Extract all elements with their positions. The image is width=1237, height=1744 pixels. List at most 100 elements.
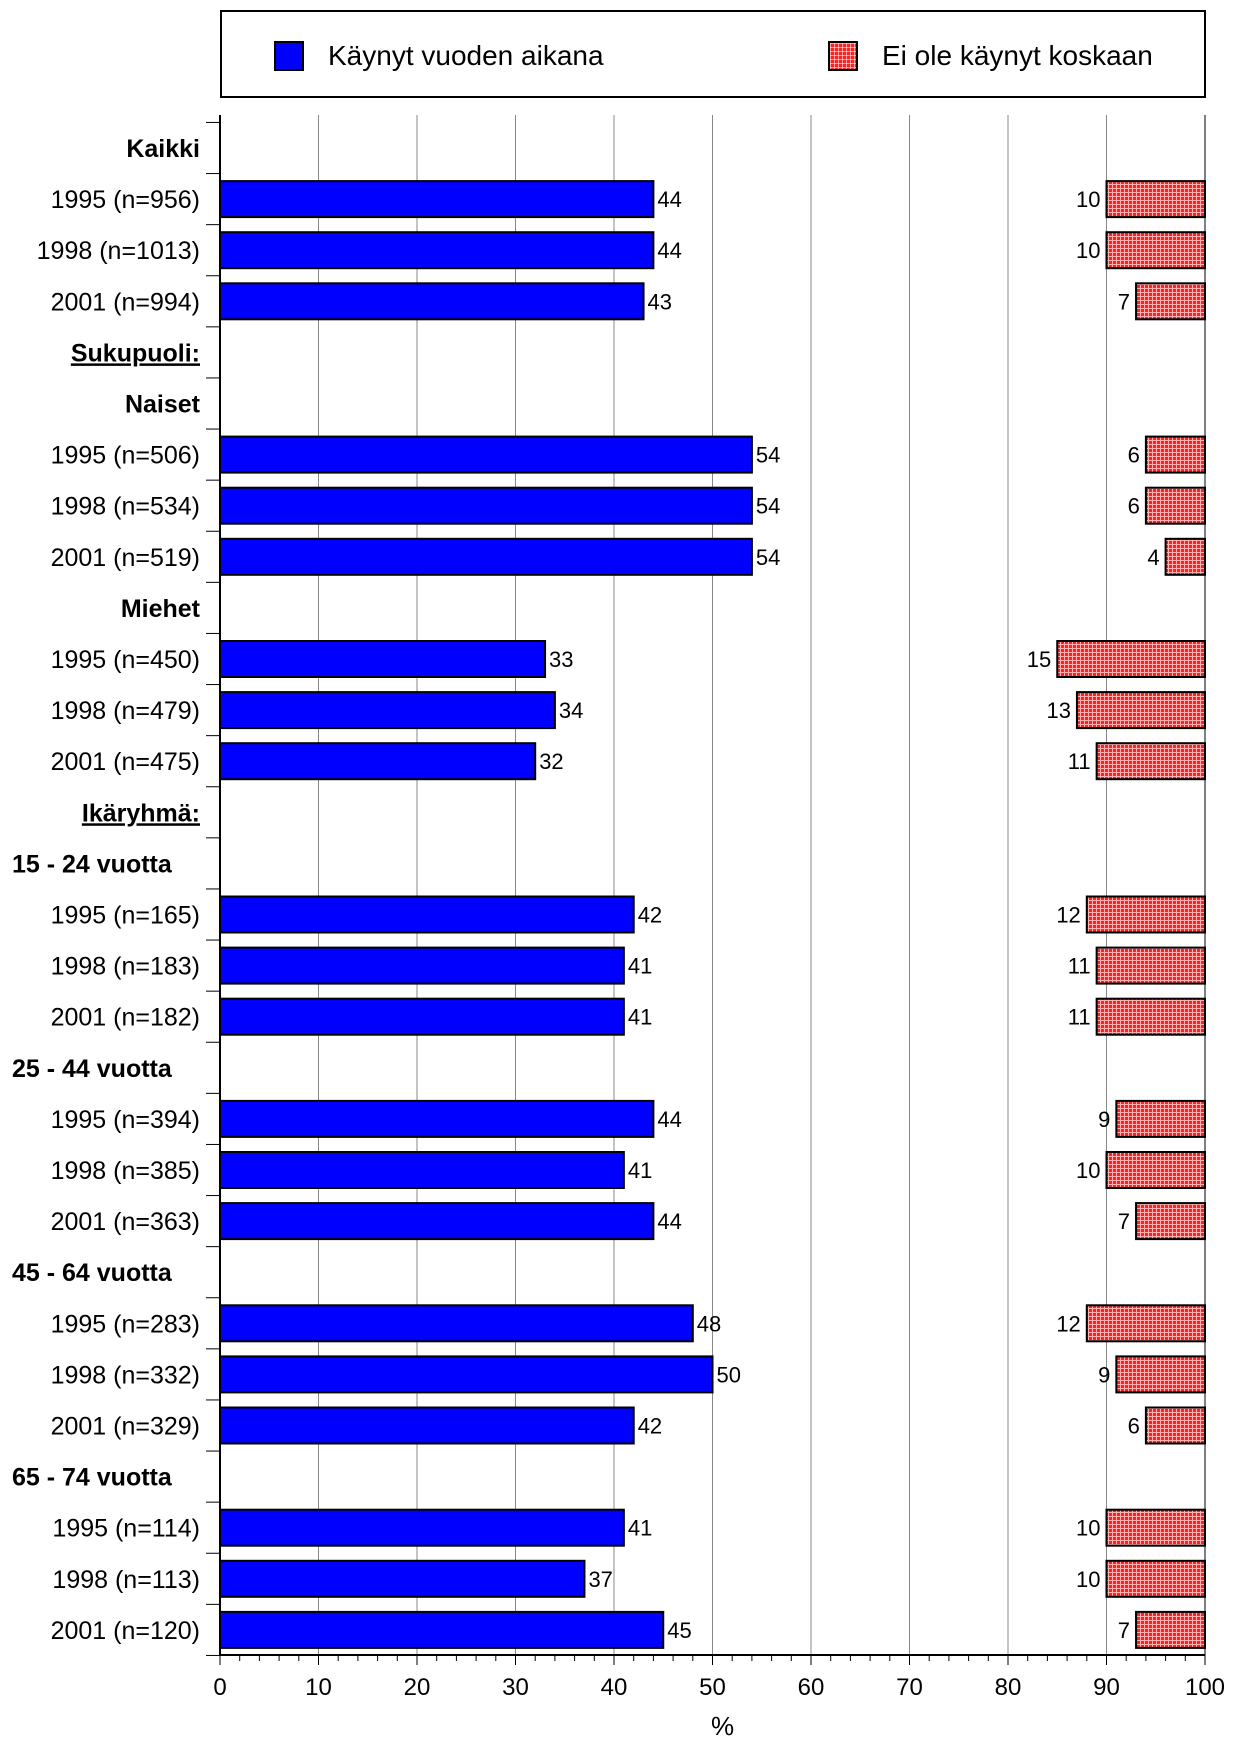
row-label: 2001 (n=329) (51, 1413, 200, 1441)
bar-ei-koskaan (1075, 691, 1206, 730)
data-label-ei-koskaan: 7 (1118, 1618, 1130, 1643)
data-label-ei-koskaan: 6 (1128, 494, 1140, 519)
data-label-ei-koskaan: 6 (1128, 443, 1140, 468)
data-label-kaynyt: 44 (657, 1107, 681, 1132)
bar-ei-koskaan (1115, 1099, 1206, 1138)
data-label-kaynyt: 44 (657, 238, 681, 263)
data-label-ei-koskaan: 13 (1046, 698, 1070, 723)
bar-kaynyt (219, 742, 537, 781)
bar-ei-koskaan (1144, 435, 1207, 474)
data-label-ei-koskaan: 10 (1076, 1516, 1100, 1541)
bar-ei-koskaan (1095, 742, 1207, 781)
data-label-kaynyt: 37 (588, 1567, 612, 1592)
x-axis-title: % (711, 1711, 734, 1741)
bar-ei-koskaan (1105, 1151, 1206, 1189)
row-heading-label: Kaikki (126, 135, 200, 163)
bar-kaynyt (219, 1202, 655, 1241)
x-tick-label: 30 (502, 1674, 529, 1701)
legend-swatch-blue (274, 41, 304, 71)
row-label: 1998 (n=332) (51, 1361, 200, 1389)
x-tick-label: 50 (699, 1674, 726, 1701)
data-label-kaynyt: 32 (539, 749, 563, 774)
bar-ei-koskaan (1095, 997, 1207, 1036)
row-heading-label: Miehet (121, 595, 201, 623)
row-label: 1995 (n=450) (51, 646, 200, 674)
bar-ei-koskaan (1105, 231, 1206, 270)
row-label: 2001 (n=994) (51, 288, 200, 316)
bar-kaynyt (219, 895, 635, 934)
x-tick-label: 40 (601, 1674, 628, 1701)
row-label: 1995 (n=506) (51, 442, 200, 470)
legend-label-kaynyt: Käynyt vuoden aikana (328, 40, 604, 71)
data-label-ei-koskaan: 4 (1147, 545, 1159, 570)
data-label-kaynyt: 41 (628, 1158, 652, 1183)
bar-kaynyt (219, 537, 753, 576)
bar-kaynyt (219, 1304, 694, 1343)
row-heading-label: 65 - 74 vuotta (12, 1464, 173, 1492)
bar-ei-koskaan (1135, 1610, 1207, 1649)
bar-kaynyt (219, 1151, 625, 1189)
x-tick-label: 70 (896, 1674, 923, 1701)
x-tick-label: 60 (798, 1674, 825, 1701)
x-tick-label: 90 (1093, 1674, 1120, 1701)
data-label-ei-koskaan: 10 (1076, 238, 1100, 263)
data-label-ei-koskaan: 9 (1098, 1362, 1110, 1387)
bar-ei-koskaan (1164, 537, 1206, 576)
data-label-ei-koskaan: 12 (1056, 903, 1080, 928)
bar-ei-koskaan (1135, 282, 1207, 321)
row-heading-label: 25 - 44 vuotta (12, 1055, 173, 1083)
row-heading-label: Ikäryhmä: (82, 799, 200, 827)
data-label-ei-koskaan: 11 (1068, 1005, 1091, 1030)
row-label: 2001 (n=182) (51, 1004, 200, 1032)
row-label: 1998 (n=385) (51, 1157, 200, 1185)
x-tick-label: 100 (1185, 1674, 1225, 1701)
data-label-ei-koskaan: 12 (1056, 1311, 1080, 1336)
row-label: 1998 (n=1013) (37, 237, 200, 265)
data-label-kaynyt: 41 (628, 1516, 652, 1541)
chart-legend: Käynyt vuoden aikana Ei ole käynyt koska… (220, 10, 1206, 98)
data-label-kaynyt: 50 (717, 1362, 741, 1387)
row-label: 1998 (n=183) (51, 953, 200, 981)
bar-ei-koskaan (1105, 1508, 1206, 1547)
bar-kaynyt (219, 1355, 714, 1394)
data-label-kaynyt: 45 (667, 1618, 691, 1643)
x-tick-label: 0 (213, 1674, 226, 1701)
row-label: 1995 (n=283) (51, 1310, 200, 1338)
legend-item-ei-koskaan: Ei ole käynyt koskaan (828, 40, 1153, 72)
legend-swatch-red (828, 41, 858, 71)
data-label-kaynyt: 41 (628, 1005, 652, 1030)
bar-ei-koskaan (1056, 640, 1206, 678)
data-label-ei-koskaan: 10 (1076, 187, 1100, 212)
row-heading-label: Sukupuoli: (71, 339, 200, 367)
data-label-kaynyt: 42 (638, 1414, 662, 1439)
data-label-kaynyt: 44 (657, 187, 681, 212)
row-label: 1998 (n=534) (51, 493, 200, 521)
data-label-ei-koskaan: 10 (1076, 1158, 1100, 1183)
data-label-kaynyt: 34 (559, 698, 583, 723)
bar-kaynyt (219, 435, 753, 474)
row-heading-label: 15 - 24 vuotta (12, 850, 173, 878)
row-label: 2001 (n=519) (51, 544, 200, 572)
bar-ei-koskaan (1085, 1304, 1207, 1343)
bar-kaynyt (219, 1099, 655, 1138)
bar-kaynyt (219, 946, 625, 985)
row-label: 1995 (n=165) (51, 902, 200, 930)
bar-kaynyt (219, 282, 645, 321)
bar-kaynyt (219, 1559, 586, 1598)
bar-ei-koskaan (1144, 486, 1207, 525)
row-label: 2001 (n=363) (51, 1208, 200, 1236)
row-label: 2001 (n=120) (51, 1617, 200, 1645)
x-tick-label: 10 (305, 1674, 332, 1701)
data-label-kaynyt: 54 (756, 443, 780, 468)
bar-ei-koskaan (1135, 1202, 1207, 1241)
bar-kaynyt (219, 180, 655, 219)
legend-item-kaynyt: Käynyt vuoden aikana (274, 40, 604, 72)
data-label-ei-koskaan: 11 (1068, 749, 1091, 774)
data-label-kaynyt: 54 (756, 494, 780, 519)
bar-kaynyt (219, 1508, 625, 1547)
data-label-ei-koskaan: 7 (1118, 1209, 1130, 1234)
row-label: 2001 (n=475) (51, 748, 200, 776)
bar-kaynyt (219, 997, 625, 1036)
bar-kaynyt (219, 691, 556, 730)
data-label-kaynyt: 41 (628, 954, 652, 979)
